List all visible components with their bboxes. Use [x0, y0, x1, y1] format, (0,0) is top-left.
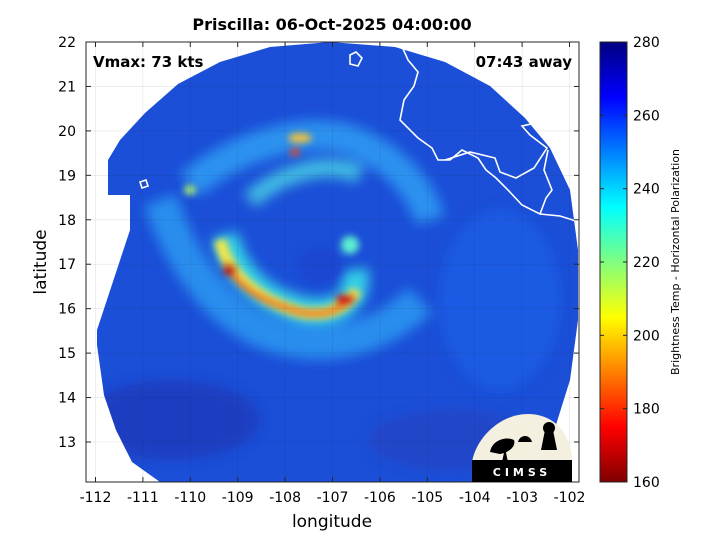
colorbar-tick-label: 280 — [633, 35, 660, 51]
colorbar-tick-label: 220 — [633, 255, 660, 271]
x-tick-label: -108 — [269, 490, 301, 506]
logo-text: CIMSS — [493, 466, 551, 479]
x-tick-label: -107 — [317, 490, 349, 506]
y-tick-label: 14 — [58, 391, 76, 407]
colorbar-tick-label: 200 — [633, 328, 660, 344]
y-tick-label: 19 — [58, 168, 76, 184]
x-tick-label: -109 — [222, 490, 254, 506]
colorbar-tick-label: 160 — [633, 475, 660, 491]
colorbar — [599, 41, 628, 483]
x-tick-label: -110 — [174, 490, 206, 506]
y-tick-label: 20 — [58, 124, 76, 140]
x-axis-title: longitude — [292, 512, 372, 532]
x-axis-ticks: -112 -111 -110 -109 -108 -107 -106 -105 -104 -103… — [80, 42, 586, 506]
vmax-annotation: Vmax: 73 kts — [93, 53, 203, 71]
y-tick-label: 17 — [58, 257, 76, 273]
cimss-logo: CIMSS — [472, 414, 572, 482]
x-tick-label: -103 — [506, 490, 538, 506]
time-annotation: 07:43 away — [476, 53, 573, 71]
colorbar-tick-label: 240 — [633, 182, 660, 198]
colorbar-label: Brightness Temp - Horizontal Polarizatio… — [669, 149, 682, 375]
x-tick-label: -111 — [127, 490, 159, 506]
y-tick-label: 21 — [58, 79, 76, 95]
y-tick-label: 22 — [58, 35, 76, 51]
x-tick-label: -102 — [554, 490, 586, 506]
colorbar-tick-label: 180 — [633, 402, 660, 418]
chart-title: Priscilla: 06-Oct-2025 04:00:00 — [192, 15, 471, 34]
y-tick-label: 15 — [58, 346, 76, 362]
colorbar-tick-label: 260 — [633, 108, 660, 124]
y-axis-title: latitude — [31, 229, 51, 294]
coastline — [138, 42, 579, 223]
y-axis-ticks: 13 14 15 16 17 18 19 20 21 22 — [58, 35, 579, 451]
colorbar-ticks: 160 180 200 220 240 260 280 — [600, 35, 660, 491]
y-tick-label: 16 — [58, 302, 76, 318]
x-tick-label: -104 — [459, 490, 491, 506]
x-tick-label: -106 — [364, 490, 396, 506]
y-tick-label: 18 — [58, 213, 76, 229]
brightness-scene — [97, 42, 578, 482]
x-tick-label: -112 — [80, 490, 112, 506]
y-tick-label: 13 — [58, 435, 76, 451]
x-tick-label: -105 — [411, 490, 443, 506]
